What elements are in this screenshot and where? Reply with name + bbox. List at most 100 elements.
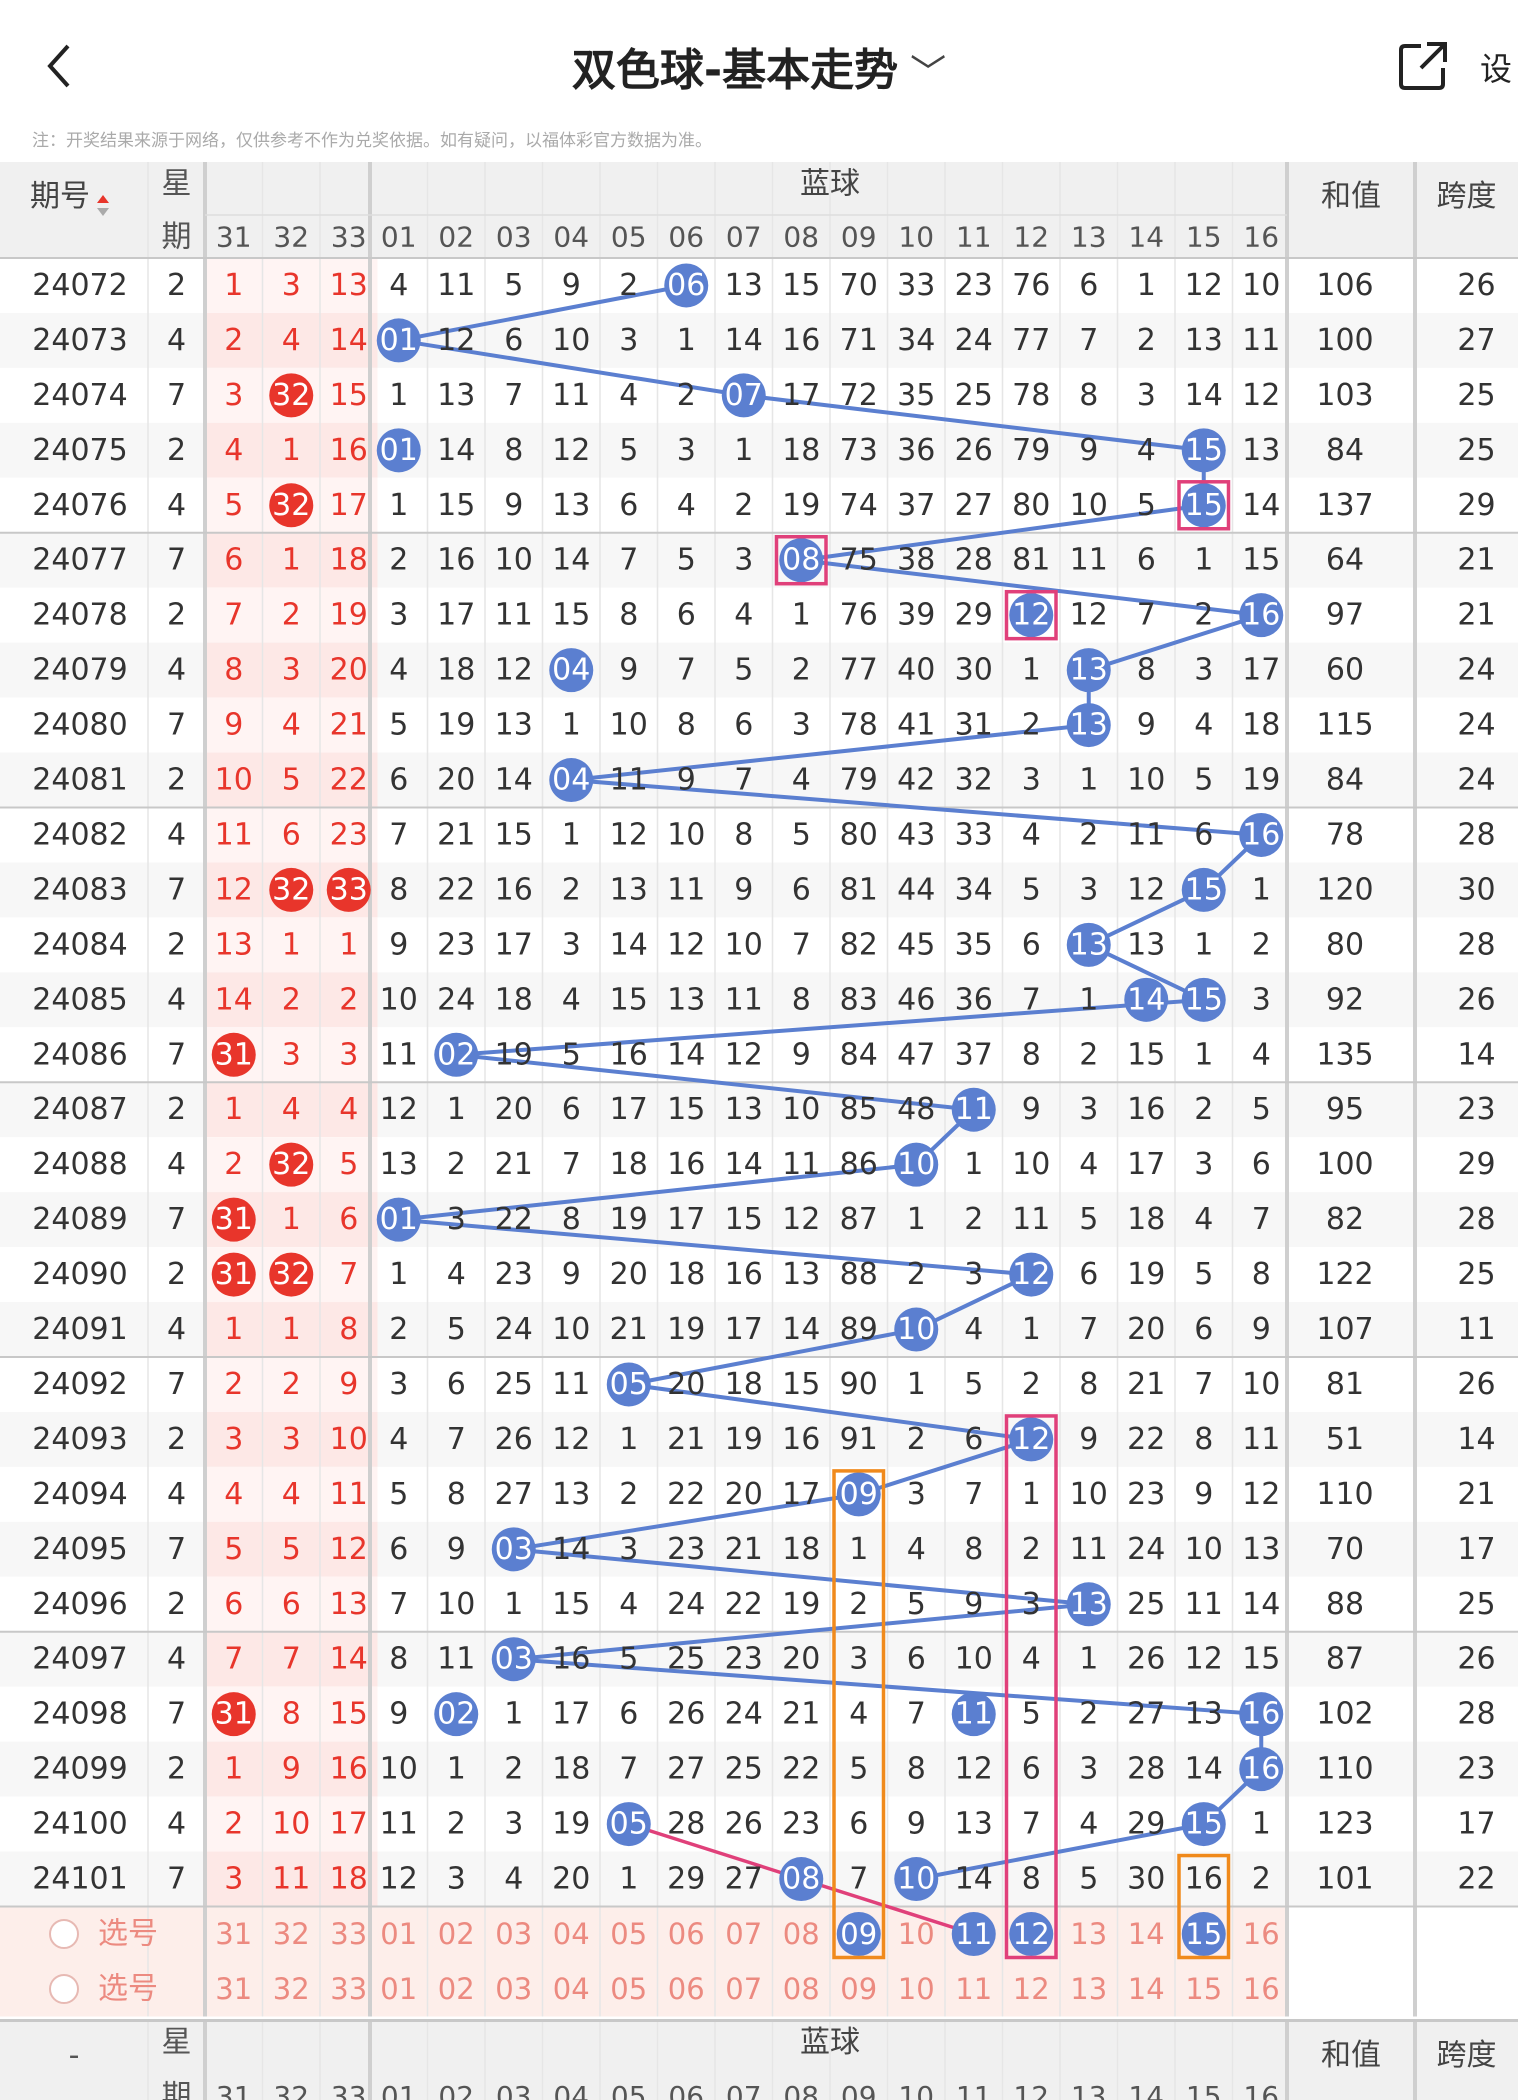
pick-area-blank [1287,1906,1518,2017]
blue-ball-number: 16 [1242,598,1280,633]
pick-selected-ball[interactable] [1009,1912,1054,1956]
blue-miss-count: 9 [734,872,753,907]
blue-miss-count: 16 [437,543,475,578]
pick-red-number[interactable]: 32 [273,1972,310,2006]
blue-miss-count: 5 [619,433,638,468]
red-ball [269,867,314,912]
pick-label[interactable]: 选号 [98,1972,158,2007]
pick-blue-number[interactable]: 04 [553,1972,590,2006]
blue-ball [1181,483,1226,528]
pick-blue-number[interactable]: 14 [1128,1972,1165,2006]
week-cell: 2 [167,1257,186,1292]
pick-blue-number[interactable]: 11 [955,1917,992,1951]
pick-blue-number[interactable]: 09 [840,1917,877,1951]
share-icon[interactable] [1395,38,1451,94]
red-ball [269,373,314,418]
pick-blue-number[interactable]: 05 [610,1972,647,2006]
pick-blue-number[interactable]: 16 [1243,1972,1280,2006]
red-miss-count: 22 [330,763,368,798]
blue-miss-count: 17 [1242,653,1280,688]
sum-cell: 103 [1316,378,1373,413]
pick-blue-number[interactable]: 03 [495,1972,532,2006]
pick-blue-number[interactable]: 08 [783,1972,820,2006]
blue-ball [721,373,766,418]
pick-blue-number[interactable]: 01 [380,1972,417,2006]
highlight-box [1004,589,1058,641]
pick-blue-number[interactable]: 12 [1013,1972,1050,2006]
pick-blue-number[interactable]: 12 [1013,1917,1050,1951]
pick-blue-number[interactable]: 11 [955,1972,992,2006]
blue-miss-count: 43 [897,817,935,852]
pick-selected-ball[interactable] [951,1912,996,1956]
pick-label[interactable]: 选号 [98,1917,158,1952]
pick-blue-number[interactable]: 08 [783,1917,820,1951]
pick-selected-ball[interactable] [1181,1912,1226,1956]
blue-miss-count: 14 [1185,1752,1223,1787]
blue-miss-count: 8 [1194,1422,1213,1457]
span-cell: 26 [1457,268,1495,303]
blue-miss-count: 7 [1137,598,1156,633]
blue-ball [779,1857,824,1902]
blue-col-header: 05 [611,2080,647,2100]
pick-blue-number[interactable]: 14 [1128,1917,1165,1951]
pick-radio[interactable] [49,1974,79,2004]
blue-miss-count: 26 [495,1422,533,1457]
blue-ball [376,428,421,473]
pick-blue-number[interactable]: 13 [1070,1972,1107,2006]
week-cell: 4 [167,323,186,358]
pick-blue-number[interactable]: 02 [438,1972,475,2006]
pick-red-number[interactable]: 33 [330,1972,367,2006]
period-sort-header[interactable]: 期号 [30,179,90,214]
red-ball [269,1252,314,1297]
pick-blue-number[interactable]: 04 [553,1917,590,1951]
week-cell: 7 [167,1697,186,1732]
pick-blue-number[interactable]: 09 [840,1972,877,2006]
pick-red-number[interactable]: 31 [215,1972,252,2006]
blue-miss-count: 14 [667,1037,705,1072]
pick-blue-number[interactable]: 02 [438,1917,475,1951]
blue-miss-count: 12 [725,1037,763,1072]
pick-red-number[interactable]: 33 [330,1917,367,1951]
pick-blue-number[interactable]: 15 [1185,1972,1222,2006]
blue-miss-count: 2 [447,1147,466,1182]
pick-red-number[interactable]: 31 [215,1917,252,1951]
blue-miss-count: 5 [907,1587,926,1622]
pick-blue-number[interactable]: 10 [898,1972,935,2006]
pick-blue-number[interactable]: 03 [495,1917,532,1951]
red-miss-count: 1 [282,927,301,962]
pick-blue-number[interactable]: 06 [668,1917,705,1951]
blue-miss-count: 3 [1194,653,1213,688]
blue-miss-count: 6 [1079,1257,1098,1292]
pick-blue-number[interactable]: 05 [610,1917,647,1951]
red-ball [269,483,314,528]
red-miss-count: 4 [339,1092,358,1127]
blue-miss-count: 2 [677,378,696,413]
pick-blue-number[interactable]: 10 [898,1917,935,1951]
pick-blue-number[interactable]: 06 [668,1972,705,2006]
chevron-left-icon[interactable] [30,36,90,96]
blue-ball-number: 01 [380,323,418,358]
pick-blue-number[interactable]: 13 [1070,1917,1107,1951]
blue-ball [1239,812,1284,857]
pick-blue-number[interactable]: 07 [725,1972,762,2006]
blue-ball [1239,1747,1284,1792]
blue-ball-number: 10 [897,1862,935,1897]
pick-radio[interactable] [49,1919,79,1949]
blue-miss-count: 4 [1079,1147,1098,1182]
pick-blue-number[interactable]: 15 [1185,1917,1222,1951]
settings-button[interactable]: 设 [1480,50,1513,88]
blue-miss-count: 2 [1252,1862,1271,1897]
blue-col-header: 07 [726,2080,762,2100]
pick-red-number[interactable]: 32 [273,1917,310,1951]
blue-miss-count: 9 [1194,1477,1213,1512]
page-title[interactable]: 双色球-基本走势 ﹀ [0,34,1518,98]
blue-ball-number: 02 [437,1697,475,1732]
red-miss-count: 3 [282,653,301,688]
blue-miss-count: 10 [1127,763,1165,798]
pick-blue-number[interactable]: 16 [1243,1917,1280,1951]
pick-blue-number[interactable]: 07 [725,1917,762,1951]
pick-selected-ball[interactable] [836,1912,881,1956]
red-miss-count: 8 [224,653,243,688]
period-cell: 24082 [32,817,127,852]
pick-blue-number[interactable]: 01 [380,1917,417,1951]
